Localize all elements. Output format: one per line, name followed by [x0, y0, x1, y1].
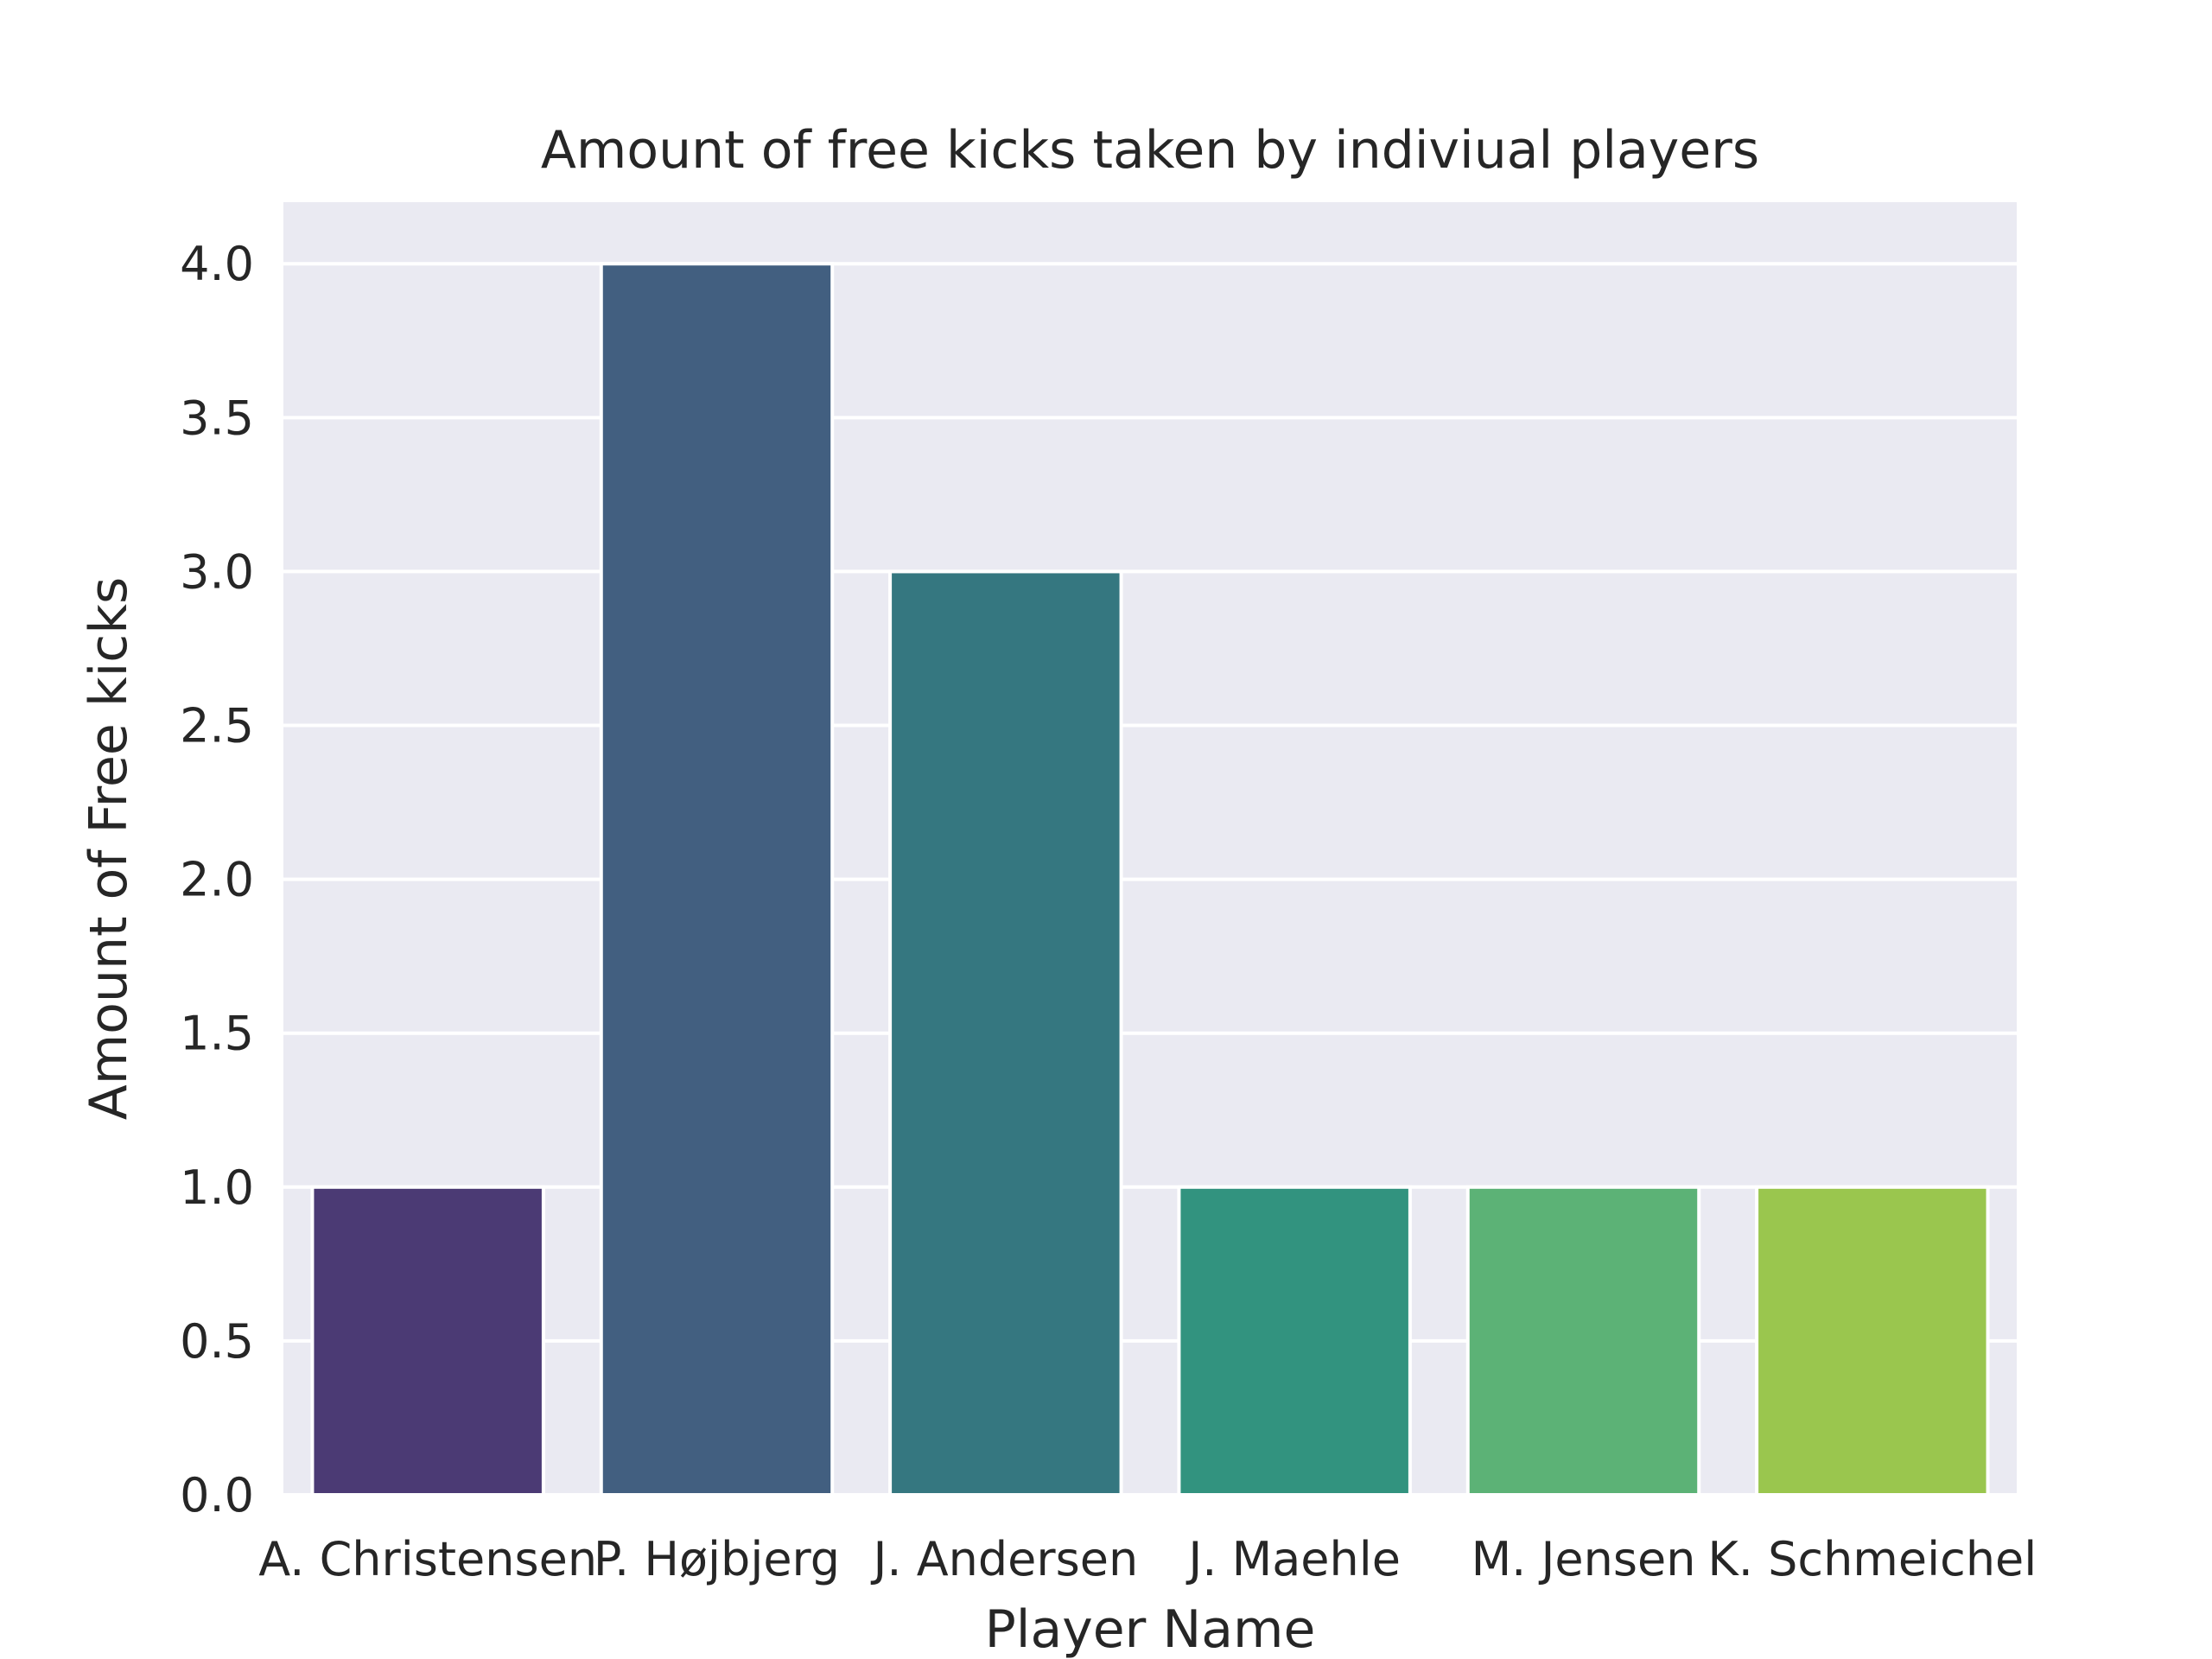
y-axis-label: Amount of Free kicks	[79, 577, 139, 1121]
y-tick-label: 0.5	[180, 1314, 254, 1369]
x-tick-label: J. Maehle	[1185, 1532, 1401, 1586]
y-tick-label: 4.0	[180, 237, 254, 291]
y-tick-label: 3.5	[180, 391, 254, 445]
bar	[1177, 1185, 1412, 1497]
bars	[310, 262, 1990, 1497]
y-tick-label: 0.0	[180, 1468, 254, 1522]
x-tick-label: P. Højbjerg	[594, 1532, 840, 1586]
x-tick-label: J. Andersen	[870, 1532, 1138, 1586]
y-tick-labels: 0.0 0.5 1.0 1.5 2.0 2.5 3.0 3.5 4.0	[180, 237, 254, 1522]
y-tick-label: 1.0	[180, 1160, 254, 1215]
bar	[1755, 1185, 1990, 1497]
y-tick-label: 3.0	[180, 544, 254, 599]
chart-title: Amount of free kicks taken by indiviual …	[541, 120, 1759, 181]
x-axis-label: Player Name	[985, 1599, 1316, 1659]
bar	[888, 569, 1123, 1497]
x-tick-label: A. Christensen	[258, 1532, 597, 1586]
bar	[1465, 1185, 1701, 1497]
y-tick-label: 2.5	[180, 699, 254, 753]
y-tick-label: 2.0	[180, 853, 254, 907]
y-tick-label: 1.5	[180, 1007, 254, 1061]
x-tick-label: M. Jensen	[1471, 1532, 1696, 1586]
bar	[599, 262, 835, 1497]
gridlines	[283, 262, 2017, 1497]
bar	[310, 1185, 545, 1497]
x-tick-label: K. Schmeichel	[1707, 1532, 2037, 1586]
